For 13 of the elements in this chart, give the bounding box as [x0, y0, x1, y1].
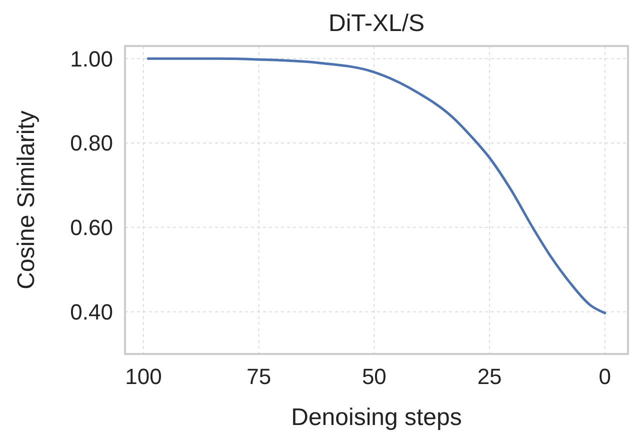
- y-tick-label: 0.40: [70, 300, 113, 325]
- y-axis-title: Cosine Similarity: [13, 110, 40, 290]
- x-tick-label: 25: [477, 364, 502, 389]
- y-tick-label: 0.60: [70, 215, 113, 240]
- x-axis-title: Denoising steps: [291, 404, 462, 431]
- chart-title: DiT-XL/S: [328, 10, 425, 37]
- line-series: [146, 57, 606, 314]
- x-tick-label: 100: [125, 364, 162, 389]
- x-tick-label: 0: [598, 364, 612, 389]
- y-tick-label: 1.00: [70, 46, 113, 72]
- x-tick-label: 50: [362, 364, 386, 389]
- y-tick-label: 0.80: [70, 130, 113, 156]
- x-tick-label: 75: [246, 364, 272, 389]
